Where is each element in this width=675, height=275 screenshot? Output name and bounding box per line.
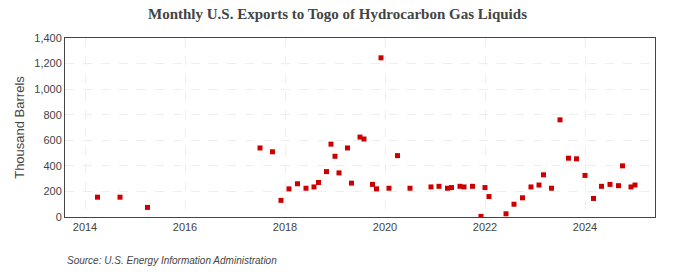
svg-text:200: 200 — [43, 185, 61, 197]
svg-text:2020: 2020 — [373, 221, 397, 233]
svg-text:1,000: 1,000 — [34, 83, 62, 95]
svg-text:1,200: 1,200 — [34, 57, 62, 69]
svg-text:1,400: 1,400 — [34, 32, 62, 44]
svg-text:800: 800 — [43, 109, 61, 121]
svg-text:Monthly U.S. Exports to Togo o: Monthly U.S. Exports to Togo of Hydrocar… — [148, 6, 527, 22]
svg-text:600: 600 — [43, 134, 61, 146]
svg-text:0: 0 — [56, 211, 62, 223]
svg-text:Source: U.S. Energy Informatio: Source: U.S. Energy Information Administ… — [67, 255, 277, 266]
svg-text:2018: 2018 — [273, 221, 297, 233]
svg-text:2022: 2022 — [473, 221, 497, 233]
svg-text:2024: 2024 — [573, 221, 597, 233]
svg-text:2014: 2014 — [73, 221, 97, 233]
svg-text:2016: 2016 — [173, 221, 197, 233]
svg-text:Thousand Barrels: Thousand Barrels — [12, 76, 27, 179]
svg-text:400: 400 — [43, 160, 61, 172]
